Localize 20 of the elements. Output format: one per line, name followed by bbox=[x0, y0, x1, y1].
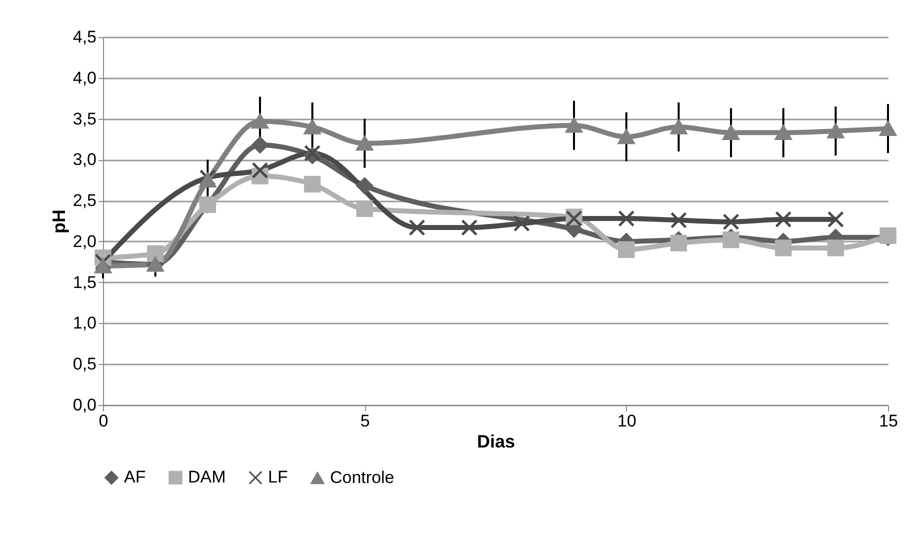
y-tick-label: 1,5 bbox=[72, 272, 96, 292]
y-tick-label: 1,0 bbox=[72, 314, 96, 333]
y-tick-label: 2,0 bbox=[72, 232, 96, 251]
y-tick-label: 4,5 bbox=[72, 28, 96, 46]
x-axis-title: Dias bbox=[476, 432, 516, 452]
legend-label: Controle bbox=[330, 468, 394, 488]
x-tick-label: 0 bbox=[98, 412, 108, 430]
legend-label: DAM bbox=[188, 468, 226, 487]
legend-label: LF bbox=[268, 468, 288, 487]
y-tick-label: 4,0 bbox=[72, 68, 96, 88]
x-tick-label: 15 bbox=[879, 412, 898, 430]
y-tick-label: 3,5 bbox=[72, 109, 96, 128]
x-tick-label: 5 bbox=[360, 412, 370, 430]
y-tick-label: 2,5 bbox=[72, 191, 96, 210]
y-tick-label: 0,5 bbox=[72, 354, 96, 374]
y-tick-label: 0,0 bbox=[72, 396, 96, 414]
legend-label: AF bbox=[124, 468, 146, 487]
y-tick-label: 3,0 bbox=[72, 150, 96, 170]
y-axis-title: pH bbox=[48, 210, 69, 234]
x-tick-label: 10 bbox=[617, 412, 636, 430]
